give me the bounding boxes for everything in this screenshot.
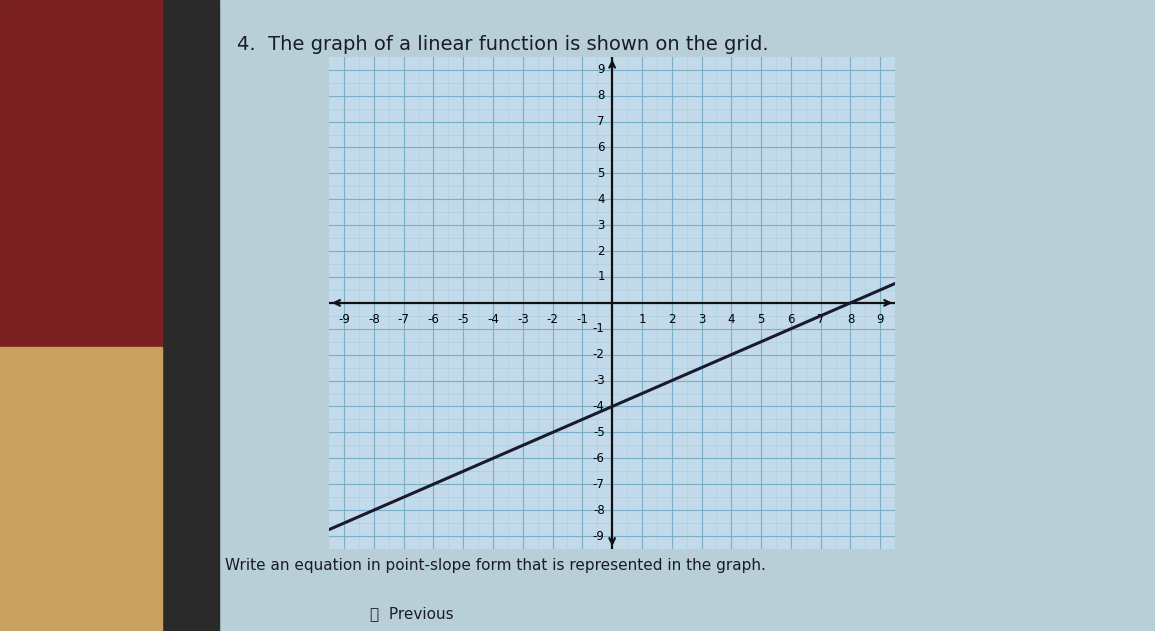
Text: 4.  The graph of a linear function is shown on the grid.: 4. The graph of a linear function is sho… xyxy=(237,35,768,54)
Text: -3: -3 xyxy=(593,374,605,387)
Text: -4: -4 xyxy=(593,400,605,413)
Text: 1: 1 xyxy=(597,271,605,283)
Text: 2: 2 xyxy=(668,313,676,326)
Text: -6: -6 xyxy=(427,313,439,326)
Text: 5: 5 xyxy=(597,167,605,180)
Text: -4: -4 xyxy=(487,313,499,326)
Text: -5: -5 xyxy=(457,313,469,326)
Text: -9: -9 xyxy=(338,313,350,326)
Text: 9: 9 xyxy=(877,313,884,326)
Text: -9: -9 xyxy=(593,529,605,543)
Text: -3: -3 xyxy=(517,313,529,326)
Text: 7: 7 xyxy=(817,313,825,326)
Text: -1: -1 xyxy=(593,322,605,335)
Text: -8: -8 xyxy=(593,504,605,517)
Text: -2: -2 xyxy=(593,348,605,361)
Text: -6: -6 xyxy=(593,452,605,465)
Text: 4: 4 xyxy=(597,192,605,206)
Text: -7: -7 xyxy=(397,313,410,326)
Text: 〈  Previous: 〈 Previous xyxy=(370,606,453,621)
Text: -8: -8 xyxy=(368,313,380,326)
Text: 6: 6 xyxy=(787,313,795,326)
Text: 8: 8 xyxy=(847,313,855,326)
Text: -2: -2 xyxy=(546,313,559,326)
Text: Write an equation in point-slope form that is represented in the graph.: Write an equation in point-slope form th… xyxy=(225,558,766,574)
Bar xyxy=(0,0,162,347)
Bar xyxy=(0,347,162,631)
Text: 3: 3 xyxy=(597,219,605,232)
Text: 4: 4 xyxy=(728,313,735,326)
Text: -1: -1 xyxy=(576,313,588,326)
Bar xyxy=(0,0,219,631)
Text: 2: 2 xyxy=(597,245,605,257)
Text: -7: -7 xyxy=(593,478,605,491)
Text: 7: 7 xyxy=(597,115,605,128)
Text: 1: 1 xyxy=(639,313,646,326)
Text: 6: 6 xyxy=(597,141,605,154)
Text: 8: 8 xyxy=(597,89,605,102)
Text: -5: -5 xyxy=(593,426,605,439)
Text: 5: 5 xyxy=(758,313,765,326)
Text: 3: 3 xyxy=(698,313,706,326)
Text: 9: 9 xyxy=(597,63,605,76)
